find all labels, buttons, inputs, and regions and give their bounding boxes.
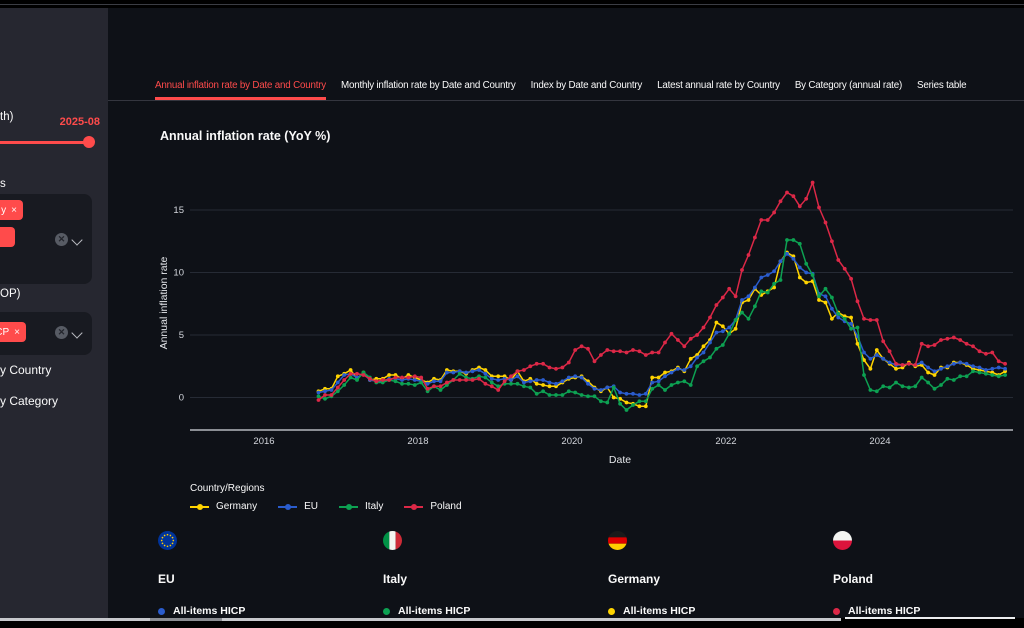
card-italy: Italy All-items HICP [383, 531, 583, 617]
card-series-row: All-items HICP [383, 605, 583, 617]
svg-text:2022: 2022 [715, 436, 736, 447]
italy-line-marker [339, 503, 359, 510]
germany-flag-icon [608, 531, 627, 550]
chip-remove-icon[interactable]: × [11, 204, 17, 216]
svg-text:2016: 2016 [253, 436, 274, 447]
card-poland: Poland All-items HICP [833, 531, 1024, 617]
card-country-name: Poland [833, 572, 874, 586]
tab-bar: Annual inflation rate by Date and Countr… [155, 80, 967, 100]
poland-line-marker [404, 503, 424, 510]
sidebar-nav-category[interactable]: y Category [0, 394, 59, 408]
window-top-border [0, 4, 1024, 5]
sidebar-nav-country[interactable]: y Country [0, 363, 52, 377]
legend-item-italy[interactable]: Italy [339, 501, 383, 512]
slider-value: 2025-08 [59, 116, 100, 128]
svg-text:Annual inflation rate: Annual inflation rate [158, 256, 170, 349]
series-label: All-items HICP [623, 605, 696, 617]
series-color-dot [608, 607, 615, 615]
card-country-name: Germany [608, 572, 661, 586]
svg-text:0: 0 [179, 393, 184, 404]
legend-title: Country/Regions [190, 483, 265, 494]
eu-flag-icon [158, 531, 177, 550]
month-slider-label: th) [0, 111, 14, 123]
region-chip-label: y [1, 204, 7, 216]
eu-line-marker [278, 503, 298, 510]
card-germany: Germany All-items HICP [608, 531, 808, 617]
svg-text:5: 5 [179, 330, 184, 341]
clear-all-icon[interactable]: ✕ [55, 326, 68, 339]
window-bottom-edge-segment [150, 618, 222, 621]
poland-flag-icon [833, 531, 852, 550]
tab-latest-annual[interactable]: Latest annual rate by Country [657, 80, 780, 91]
card-country-name: EU [158, 572, 175, 586]
legend-item-germany[interactable]: Germany [190, 501, 257, 512]
svg-text:Date: Date [609, 454, 631, 466]
tab-index[interactable]: Index by Date and Country [530, 80, 643, 91]
region-chip[interactable]: y × [0, 200, 23, 220]
germany-line-marker [190, 503, 209, 510]
card-eu: EU All-items HICP [158, 531, 358, 617]
card-series-row: All-items HICP [833, 605, 1024, 617]
legend-item-poland[interactable]: Poland [404, 501, 462, 512]
clear-all-icon[interactable]: ✕ [55, 233, 68, 246]
chart-legend: Country/Regions Germany EU Italy Poland [190, 483, 462, 512]
series-label: All-items HICP [848, 605, 921, 617]
series-label: All-items HICP [173, 605, 246, 617]
series-color-dot [158, 607, 165, 615]
window-bottom-edge [0, 618, 841, 621]
region-chip-2[interactable] [0, 227, 15, 247]
app-background [0, 8, 1024, 618]
card-country-name: Italy [383, 572, 408, 586]
category-chip-label: CP [0, 326, 10, 338]
legend-label: Germany [216, 501, 258, 512]
legend-label: Poland [430, 501, 462, 512]
legend-label: Italy [365, 501, 384, 512]
category-chip[interactable]: CP × [0, 322, 26, 342]
svg-text:2024: 2024 [869, 436, 890, 447]
tab-annual-inflation[interactable]: Annual inflation rate by Date and Countr… [155, 80, 326, 100]
legend-item-eu[interactable]: EU [278, 501, 318, 512]
sidebar: th) 2025-08 s y × ✕ OP) CP × ✕ y Country… [0, 8, 108, 618]
tab-series-table[interactable]: Series table [917, 80, 967, 91]
chip-remove-icon[interactable]: × [14, 326, 20, 338]
category-label: OP) [0, 288, 21, 300]
month-slider-track[interactable] [0, 141, 88, 144]
series-color-dot [383, 607, 390, 615]
series-label: All-items HICP [398, 605, 471, 617]
window-bottom-edge-right [845, 617, 1015, 619]
svg-text:10: 10 [173, 268, 184, 279]
regions-label: s [0, 178, 6, 190]
chart-title: Annual inflation rate (YoY %) [160, 129, 331, 143]
card-series-row: All-items HICP [158, 605, 358, 617]
svg-text:15: 15 [173, 205, 184, 216]
tab-monthly-inflation[interactable]: Monthly inflation rate by Date and Count… [340, 80, 516, 91]
svg-text:2018: 2018 [407, 436, 428, 447]
series-color-dot [833, 607, 840, 615]
tab-by-category[interactable]: By Category (annual rate) [794, 80, 903, 91]
card-series-row: All-items HICP [608, 605, 808, 617]
tabbar-divider [108, 100, 1024, 101]
legend-label: EU [304, 501, 319, 512]
italy-flag-icon [383, 531, 402, 550]
svg-text:2020: 2020 [561, 436, 582, 447]
month-slider-handle[interactable] [83, 136, 95, 148]
